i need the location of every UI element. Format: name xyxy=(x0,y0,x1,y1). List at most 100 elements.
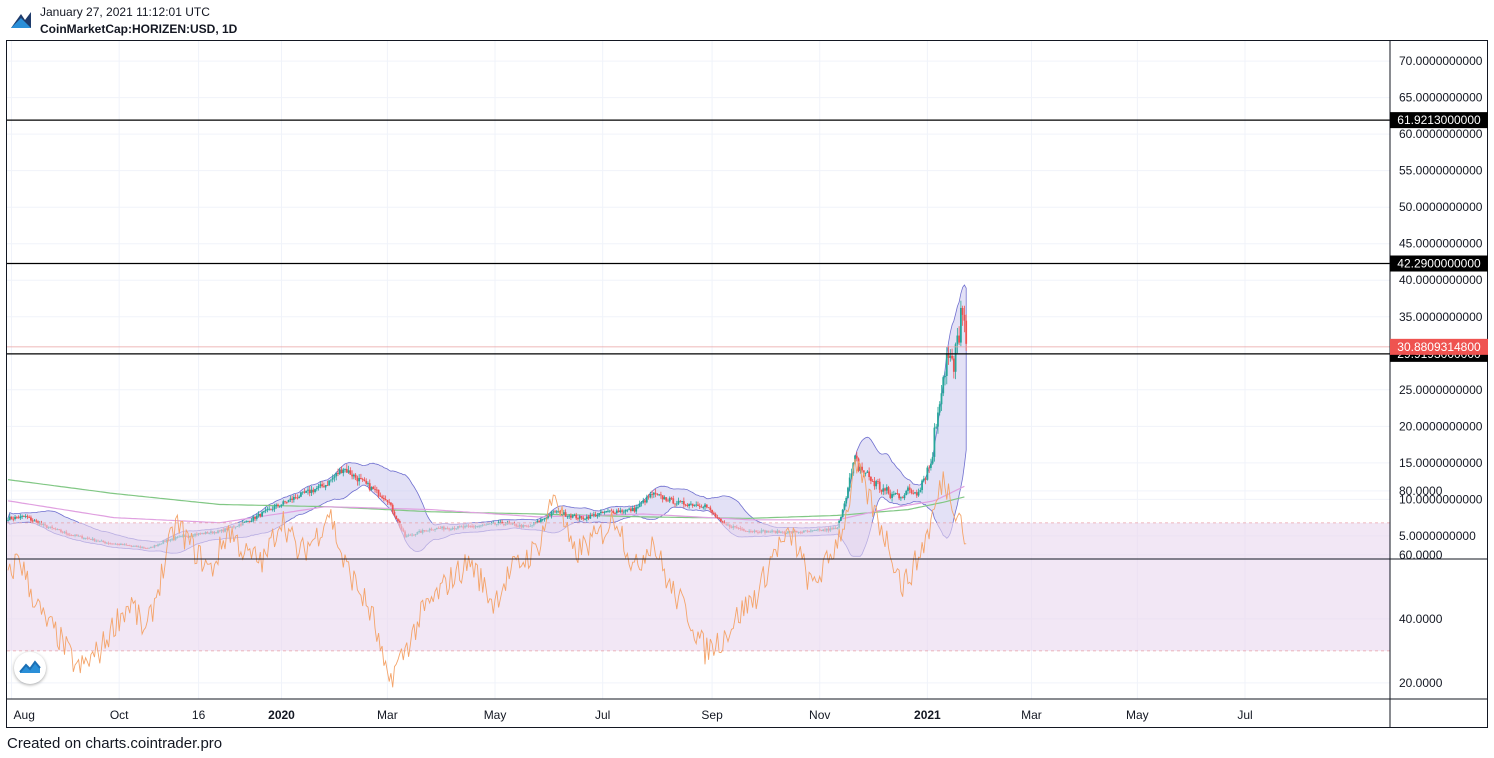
candle xyxy=(702,505,705,510)
candle-body xyxy=(922,478,925,481)
candle xyxy=(592,511,595,518)
candle-body xyxy=(587,516,590,519)
candle-body xyxy=(672,498,675,504)
candle xyxy=(615,508,618,515)
candle-body xyxy=(878,481,881,490)
candle-body xyxy=(884,488,886,491)
candle-body xyxy=(871,480,874,482)
last-price-label: 30.8809314800 xyxy=(1397,340,1481,354)
candle xyxy=(931,452,934,465)
candle xyxy=(28,515,31,519)
candle-body xyxy=(349,470,352,475)
candle-body xyxy=(566,516,569,518)
candle xyxy=(674,503,676,508)
candle-body xyxy=(924,478,927,480)
candle xyxy=(660,491,662,499)
candle xyxy=(637,504,639,510)
candle xyxy=(277,503,279,508)
candle-body xyxy=(321,484,324,487)
candle xyxy=(880,489,883,495)
candle-body xyxy=(319,484,322,487)
candle-body xyxy=(568,515,571,517)
candle xyxy=(873,477,876,490)
candle-body xyxy=(951,355,953,359)
axes: 70.0000000000 65.0000000000 60.0000000000 5… xyxy=(7,41,1488,727)
candle xyxy=(675,500,678,507)
candle-body xyxy=(554,511,556,513)
time-tick-label: Oct xyxy=(110,708,129,722)
candle-body xyxy=(709,507,712,510)
candle xyxy=(303,488,306,494)
candle-body xyxy=(847,487,849,498)
candle xyxy=(626,509,629,513)
candle-body xyxy=(292,497,295,500)
candle xyxy=(289,495,292,503)
candle-body xyxy=(372,486,375,490)
candle-body xyxy=(374,489,376,490)
candle xyxy=(716,514,719,519)
candle xyxy=(291,495,294,503)
candle xyxy=(252,515,255,523)
candle xyxy=(610,508,613,512)
candle-body xyxy=(384,498,387,501)
candle-body xyxy=(651,494,653,495)
candle-body xyxy=(282,501,285,505)
candle xyxy=(330,479,332,483)
candle xyxy=(324,484,327,491)
candle xyxy=(347,465,350,474)
candle-body xyxy=(561,514,563,516)
candle xyxy=(843,500,846,511)
candle-body xyxy=(303,491,306,493)
candle-body xyxy=(908,487,911,491)
candle xyxy=(591,513,593,517)
candle xyxy=(594,511,597,517)
candle xyxy=(270,508,272,511)
price-tick-label: 35.0000000000 xyxy=(1399,310,1483,324)
candle xyxy=(351,470,354,480)
candle-body xyxy=(596,515,599,517)
candle-body xyxy=(390,502,392,505)
candle-body xyxy=(675,503,678,505)
candle xyxy=(360,473,362,480)
candle xyxy=(905,489,908,496)
candle xyxy=(878,478,881,493)
candle-body xyxy=(915,492,918,496)
candle xyxy=(280,504,283,508)
candle-body xyxy=(305,490,308,493)
candle-body xyxy=(375,489,378,491)
candle xyxy=(266,506,269,513)
candle xyxy=(617,508,620,513)
footer-credit: Created on charts.cointrader.pro xyxy=(7,735,223,752)
candle-body xyxy=(280,504,283,507)
candle-body xyxy=(868,471,871,478)
cointrader-logo-icon xyxy=(10,8,32,30)
candle-body xyxy=(612,511,615,514)
candle xyxy=(287,499,290,503)
candle-body xyxy=(499,522,502,523)
candle-body xyxy=(684,504,687,506)
price-tick-label: 40.0000000000 xyxy=(1399,273,1483,287)
tradingview-badge-icon[interactable] xyxy=(14,652,46,684)
candle-body xyxy=(691,503,694,506)
candle-body xyxy=(307,489,309,491)
candle xyxy=(247,520,249,522)
candle-body xyxy=(665,497,668,501)
candle-body xyxy=(538,520,541,522)
candle-body xyxy=(892,494,895,495)
rsi-tick-label: 20.0000 xyxy=(1399,676,1443,690)
candle-body xyxy=(591,514,593,516)
candle-body xyxy=(698,505,701,507)
candle xyxy=(691,503,694,508)
candle-body xyxy=(243,521,246,523)
candle xyxy=(568,513,571,519)
candle-body xyxy=(607,510,609,512)
candle xyxy=(633,505,636,513)
candle xyxy=(381,494,383,500)
rsi-tick-label: 40.0000 xyxy=(1399,612,1443,626)
candle xyxy=(891,491,893,502)
candle xyxy=(910,488,913,495)
candle xyxy=(840,516,842,521)
moving-average-mid xyxy=(7,485,965,524)
candle xyxy=(684,503,687,507)
